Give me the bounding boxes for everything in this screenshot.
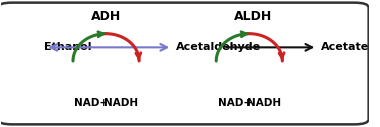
Text: ALDH: ALDH bbox=[234, 10, 272, 23]
Text: Acetaldehyde: Acetaldehyde bbox=[176, 42, 261, 52]
Text: NADH: NADH bbox=[104, 98, 138, 108]
Text: NAD+: NAD+ bbox=[74, 98, 108, 108]
Text: NAD+: NAD+ bbox=[217, 98, 252, 108]
Text: Acetate: Acetate bbox=[321, 42, 369, 52]
FancyBboxPatch shape bbox=[0, 3, 369, 124]
Text: Ethanol: Ethanol bbox=[44, 42, 91, 52]
Text: ADH: ADH bbox=[91, 10, 121, 23]
Text: NADH: NADH bbox=[247, 98, 281, 108]
